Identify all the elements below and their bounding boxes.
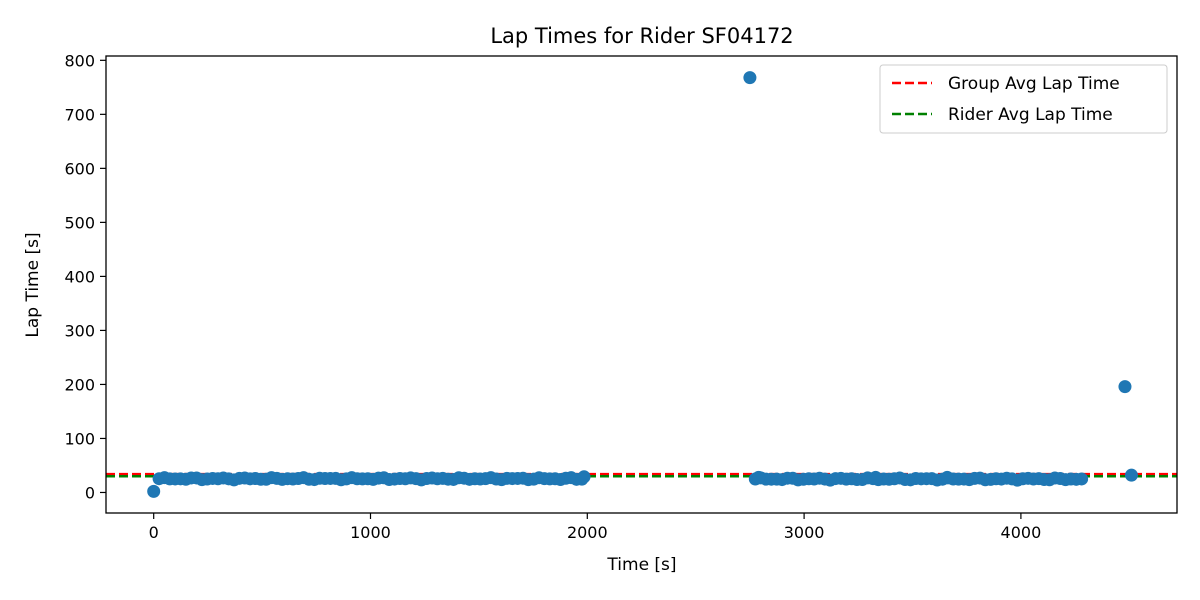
legend: Group Avg Lap Time Rider Avg Lap Time	[879, 64, 1168, 134]
y-tick-label: 500	[64, 213, 95, 232]
data-point	[1124, 468, 1138, 482]
y-tick-label: 700	[64, 105, 95, 124]
data-point	[1075, 472, 1089, 486]
plot-area-frame	[105, 55, 1178, 514]
data-point	[869, 470, 883, 484]
x-tick-label: 3000	[784, 523, 825, 542]
x-tick-label: 2000	[567, 523, 608, 542]
legend-label-rider-avg: Rider Avg Lap Time	[948, 105, 1113, 125]
x-tick-label: 0	[149, 523, 159, 542]
data-point	[577, 470, 591, 484]
y-axis-label: Lap Time [s]	[23, 232, 43, 337]
y-tick-label: 600	[64, 159, 95, 178]
data-point	[1118, 380, 1132, 394]
legend-label-group-avg: Group Avg Lap Time	[948, 74, 1120, 94]
y-tick-label: 400	[64, 267, 95, 286]
y-tick-label: 800	[64, 51, 95, 70]
y-tick-label: 100	[64, 429, 95, 448]
legend-box	[879, 64, 1168, 134]
x-tick-label: 1000	[350, 523, 391, 542]
data-point	[743, 71, 757, 85]
y-axis: 0 100 200 300 400 500 600 700 800	[64, 51, 106, 502]
x-tick-label: 4000	[1001, 523, 1042, 542]
data-point	[940, 470, 954, 484]
data-points	[147, 71, 1138, 498]
data-point	[752, 470, 766, 484]
y-tick-label: 0	[85, 483, 95, 502]
x-axis: 0 1000 2000 3000 4000	[149, 513, 1042, 542]
y-tick-label: 200	[64, 375, 95, 394]
y-tick-label: 300	[64, 321, 95, 340]
data-point	[147, 484, 161, 498]
chart-title: Lap Times for Rider SF04172	[490, 24, 793, 48]
x-axis-label: Time [s]	[606, 555, 676, 575]
